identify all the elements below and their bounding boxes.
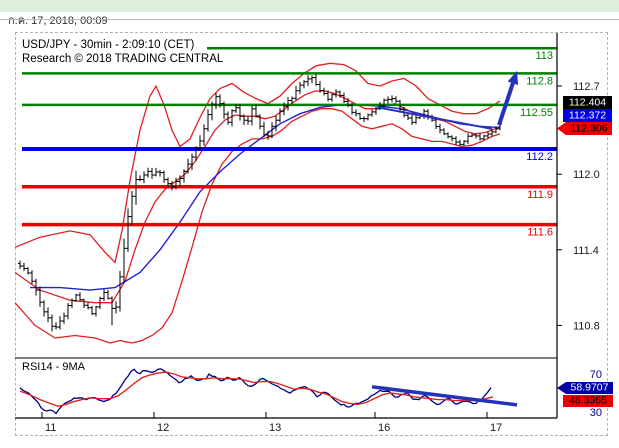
current-price-box-value: 112.306 bbox=[570, 123, 607, 135]
rsi-value-box-bg bbox=[566, 382, 613, 394]
rsi-axis-label-30: 30 bbox=[590, 407, 602, 419]
blue-moving-average bbox=[30, 104, 501, 291]
timestamp-label: ก.ค. 17, 2018, 00:09 bbox=[8, 15, 108, 27]
level-label-112.2: 112.2 bbox=[526, 151, 553, 163]
level-label-112.8: 112.8 bbox=[526, 75, 553, 87]
bullish-arrow-head bbox=[507, 70, 519, 85]
price-downtrend-line bbox=[377, 106, 493, 130]
level-label-111.6: 111.6 bbox=[527, 227, 553, 239]
rsi-panel-title: RSI14 - 9MA bbox=[22, 361, 85, 373]
y-tick-label-112.0: 112.0 bbox=[573, 169, 600, 181]
rsi-line bbox=[19, 368, 492, 415]
x-day-label-17: 17 bbox=[490, 422, 502, 434]
rsi-value-box-value: 58.9707 bbox=[571, 382, 609, 394]
y-tick-label-111.4: 111.4 bbox=[573, 245, 599, 257]
x-day-label-13: 13 bbox=[269, 422, 281, 434]
last-price-box-value: 112.404 bbox=[569, 97, 606, 109]
rsi-axis-label-70: 70 bbox=[590, 369, 602, 381]
rsi-ma-value-box-bg bbox=[563, 395, 613, 407]
bollinger-middle-band bbox=[14, 90, 501, 304]
last-price-box-bg bbox=[563, 96, 612, 109]
level-label-112.55: 112.55 bbox=[520, 107, 553, 119]
bullish-arrow-shaft bbox=[497, 79, 516, 126]
rsi-value-box-arrow bbox=[557, 382, 566, 394]
bollinger-upper-band bbox=[14, 62, 501, 264]
chart-copyright: Research © 2018 TRADING CENTRAL bbox=[22, 53, 224, 65]
header-divider bbox=[0, 19, 619, 20]
rsi-ma-line bbox=[19, 371, 494, 408]
rsi-ma-value-box-value: 48.3365 bbox=[569, 395, 607, 407]
chart-title: USD/JPY - 30min - 2:09:10 (CET) bbox=[22, 39, 195, 51]
x-day-label-16: 16 bbox=[378, 422, 390, 434]
chart-frame bbox=[15, 32, 608, 436]
bollinger-lower-band bbox=[14, 108, 501, 344]
y-tick-label-112.7: 112.7 bbox=[573, 81, 600, 93]
top-strip bbox=[0, 0, 619, 12]
y-tick-label-110.8: 110.8 bbox=[573, 320, 600, 332]
x-day-label-12: 12 bbox=[157, 422, 169, 434]
rsi-downtrend-line bbox=[371, 385, 518, 407]
bid-price-box-bg bbox=[563, 109, 612, 122]
current-price-box-arrow bbox=[557, 122, 566, 135]
x-day-label-11: 11 bbox=[45, 422, 56, 434]
current-price-box-bg bbox=[566, 122, 612, 135]
level-label-111.9: 111.9 bbox=[527, 189, 553, 201]
level-label-113: 113 bbox=[535, 50, 553, 62]
bid-price-box-value: 112.372 bbox=[569, 110, 606, 122]
